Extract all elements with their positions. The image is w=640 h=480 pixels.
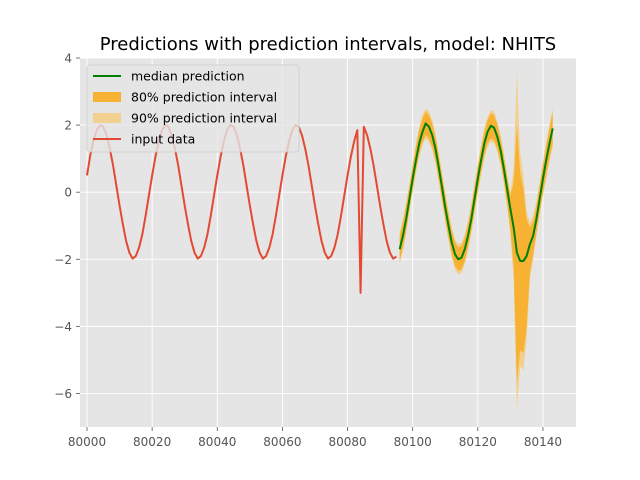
x-tick-label: 80080	[328, 435, 366, 449]
series-lines	[86, 122, 554, 294]
x-tick-label: 80040	[198, 435, 236, 449]
y-tick-label: 2	[64, 119, 72, 133]
y-axis: 4 2 0 −2 −4 −6	[54, 52, 80, 401]
chart-title: Predictions with prediction intervals, m…	[100, 34, 556, 55]
x-axis: 80000 80020 80040 80060 80080 80100 80120 80140	[68, 427, 562, 449]
median-prediction-line	[398, 122, 554, 262]
interval-80-band	[399, 111, 553, 384]
x-tick-label: 80020	[133, 435, 171, 449]
y-tick-label: −4	[54, 320, 72, 334]
legend-label: input data	[131, 132, 195, 147]
legend-label: median prediction	[131, 69, 245, 84]
legend-label: 90% prediction interval	[131, 111, 277, 126]
legend-swatch-patch	[93, 92, 121, 102]
x-tick-label: 80060	[263, 435, 301, 449]
y-tick-label: −2	[54, 253, 72, 267]
y-tick-label: −6	[54, 387, 72, 401]
input-data-line	[86, 124, 397, 294]
legend-swatch-patch	[93, 113, 121, 123]
y-tick-label: 4	[64, 52, 72, 66]
legend-label: 80% prediction interval	[131, 90, 277, 105]
legend: median prediction 80% prediction interval…	[86, 64, 300, 153]
x-tick-label: 80140	[524, 435, 562, 449]
prediction-intervals	[399, 71, 553, 411]
y-tick-label: 0	[64, 186, 72, 200]
x-tick-label: 80120	[459, 435, 497, 449]
x-tick-label: 80000	[68, 435, 106, 449]
x-tick-label: 80100	[394, 435, 432, 449]
legend-box	[86, 64, 300, 153]
